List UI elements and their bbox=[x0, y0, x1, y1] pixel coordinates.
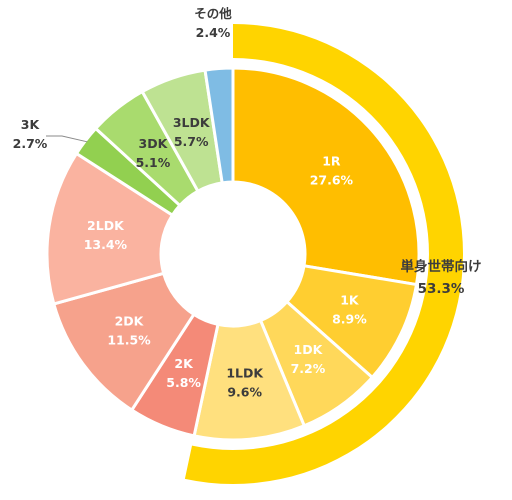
slice-value-1k: 8.9% bbox=[332, 312, 367, 327]
slice-label-other-10: その他 bbox=[194, 6, 232, 21]
slice-value-3dk: 5.1% bbox=[136, 155, 171, 170]
slice-value-3k: 2.7% bbox=[13, 136, 48, 151]
slice-2ldk bbox=[45, 152, 174, 306]
slice-value-2dk: 11.5% bbox=[107, 332, 151, 347]
slice-label-1ldk: 1LDK bbox=[226, 366, 264, 381]
slice-other-10 bbox=[203, 66, 235, 185]
outer-arc-value: 53.3% bbox=[418, 281, 465, 297]
slice-label-2dk: 2DK bbox=[115, 313, 145, 328]
slice-label-3k: 3K bbox=[21, 117, 41, 132]
slice-labels: 1R 27.6% 1K 8.9% 1DK 7.2% 1LDK 9.6% 2K 5.8% 2DK 11.… bbox=[13, 6, 368, 400]
slice-label-2ldk: 2LDK bbox=[87, 218, 125, 233]
slice-label-1r: 1R bbox=[322, 154, 341, 169]
leader-3k bbox=[46, 135, 88, 143]
slice-1r bbox=[231, 66, 421, 287]
leader-lines bbox=[46, 135, 88, 143]
slice-value-3ldk: 5.7% bbox=[174, 134, 209, 149]
slice-label-2k: 2K bbox=[174, 356, 194, 371]
outer-arc-label: 単身世帯向け bbox=[401, 258, 482, 275]
slice-value-other-10: 2.4% bbox=[196, 25, 231, 40]
slice-value-1r: 27.6% bbox=[310, 173, 354, 188]
donut-slices bbox=[45, 66, 421, 442]
slice-value-1ldk: 9.6% bbox=[227, 385, 262, 400]
outer-arc-single-household bbox=[184, 23, 464, 485]
slice-value-2ldk: 13.4% bbox=[84, 237, 128, 252]
slice-label-3dk: 3DK bbox=[139, 136, 169, 151]
slice-label-1k: 1K bbox=[340, 293, 360, 308]
slice-label-3ldk: 3LDK bbox=[173, 115, 211, 130]
slice-value-1dk: 7.2% bbox=[291, 361, 326, 376]
slice-value-2k: 5.8% bbox=[166, 375, 201, 390]
slice-label-1dk: 1DK bbox=[294, 342, 324, 357]
